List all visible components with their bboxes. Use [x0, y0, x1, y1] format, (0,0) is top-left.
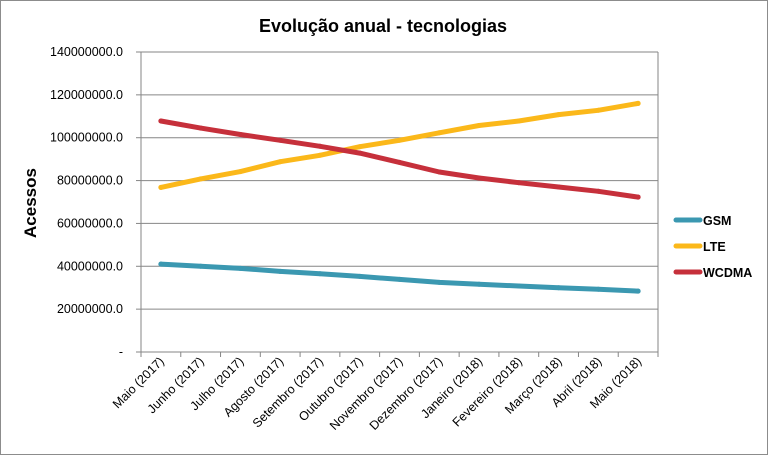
data-point-gsm — [317, 271, 323, 277]
data-point-lte — [277, 159, 283, 165]
data-point-wcdma — [357, 150, 363, 156]
data-point-gsm — [198, 263, 204, 269]
legend-label-lte: LTE — [703, 240, 726, 254]
y-tick-label: 60000000.0 — [57, 216, 123, 230]
x-tick-label: Setembro (2017) — [250, 354, 326, 430]
data-point-gsm — [595, 286, 601, 292]
data-point-wcdma — [277, 137, 283, 143]
data-point-lte — [317, 152, 323, 158]
data-point-lte — [595, 107, 601, 113]
chart-title: Evolução anual - tecnologias — [259, 16, 507, 36]
data-point-wcdma — [436, 169, 442, 175]
x-tick-label: Fevereiro (2018) — [450, 354, 525, 429]
data-point-wcdma — [476, 175, 482, 181]
data-point-lte — [635, 100, 641, 106]
legend-label-wcdma: WCDMA — [703, 266, 752, 280]
data-point-wcdma — [595, 188, 601, 194]
data-point-lte — [237, 169, 243, 175]
data-point-gsm — [277, 268, 283, 274]
data-point-gsm — [436, 279, 442, 285]
data-point-wcdma — [317, 143, 323, 149]
series-line-wcdma — [158, 118, 641, 200]
data-point-wcdma — [198, 125, 204, 131]
series-lines — [158, 100, 641, 294]
y-axis-label: Acessos — [21, 168, 40, 238]
data-point-gsm — [556, 285, 562, 291]
y-tick-label: 120000000.0 — [50, 88, 123, 102]
data-point-gsm — [476, 281, 482, 287]
data-point-gsm — [635, 288, 641, 294]
legend-label-gsm: GSM — [703, 214, 731, 228]
series-line-lte — [158, 100, 641, 190]
y-tick-label: 100000000.0 — [50, 131, 123, 145]
y-axis-ticks: - 20000000.0 40000000.0 60000000.0 80000000.… — [50, 45, 123, 359]
gridlines — [136, 51, 659, 357]
data-point-wcdma — [158, 118, 164, 124]
y-tick-label: 40000000.0 — [57, 259, 123, 273]
data-point-wcdma — [237, 132, 243, 137]
x-tick-label: Novembro (2017) — [327, 354, 406, 433]
data-point-lte — [357, 144, 363, 150]
data-point-lte — [198, 176, 204, 182]
y-tick-label: 20000000.0 — [57, 302, 123, 316]
data-point-gsm — [237, 265, 243, 271]
data-point-gsm — [357, 273, 363, 279]
data-point-lte — [516, 118, 522, 124]
y-tick-label: 140000000.0 — [50, 45, 123, 59]
data-point-lte — [556, 112, 562, 118]
data-point-lte — [158, 184, 164, 190]
data-point-lte — [436, 130, 442, 136]
data-point-lte — [476, 123, 482, 128]
data-point-gsm — [516, 283, 522, 289]
y-tick-label: 80000000.0 — [57, 174, 123, 188]
data-point-wcdma — [556, 184, 562, 190]
data-point-wcdma — [516, 180, 522, 186]
legend: GSM LTE WCDMA — [673, 214, 752, 280]
data-point-gsm — [158, 261, 164, 267]
data-point-lte — [397, 137, 402, 143]
data-point-wcdma — [397, 159, 402, 165]
data-point-gsm — [397, 276, 402, 282]
x-axis-ticks: Maio (2017)Junho (2017)Julho (2017)Agost… — [110, 354, 644, 433]
data-point-wcdma — [635, 194, 641, 200]
x-tick-label: Dezembro (2017) — [367, 354, 446, 433]
y-tick-label: - — [119, 345, 123, 359]
